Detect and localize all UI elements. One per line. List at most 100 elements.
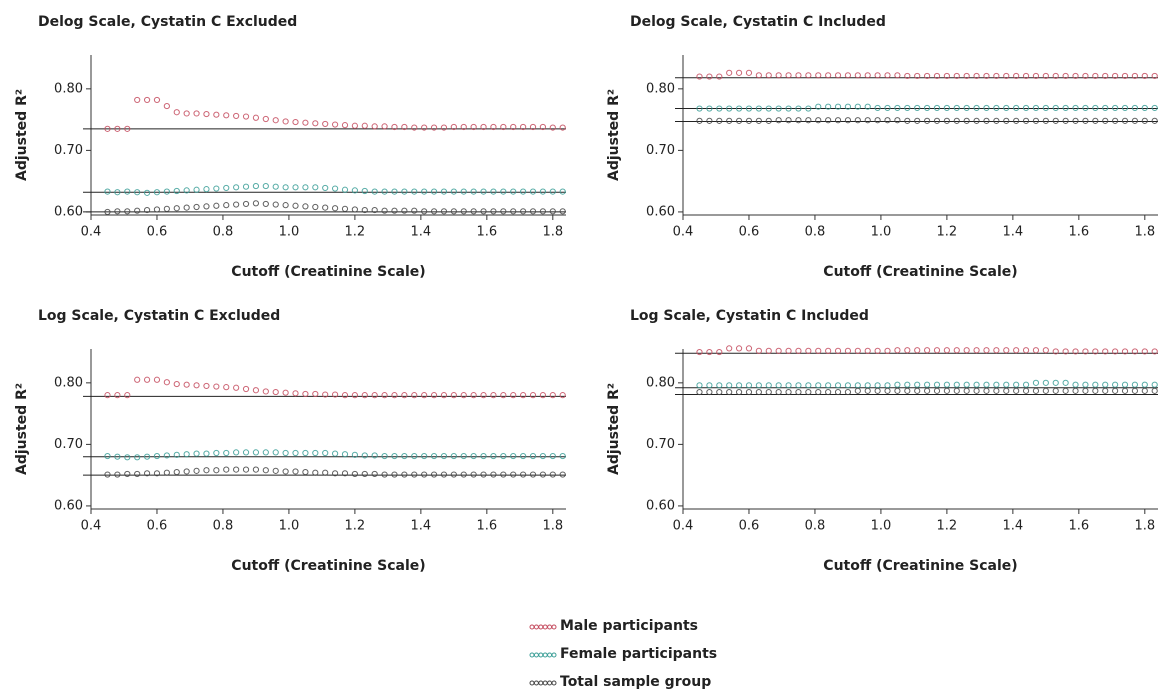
data-point (322, 204, 329, 211)
data-point (1082, 348, 1089, 355)
data-point (844, 388, 852, 396)
data-point (864, 387, 871, 394)
data-point (163, 379, 170, 386)
data-point (450, 392, 457, 399)
y-axis-label: Adjusted R² (606, 383, 622, 475)
data-point (1121, 104, 1129, 112)
data-point (854, 382, 861, 389)
data-point (114, 189, 121, 196)
data-point (302, 390, 309, 398)
data-point (430, 452, 438, 460)
data-point (539, 123, 547, 131)
data-point (745, 382, 753, 389)
data-point (183, 187, 190, 194)
x-tick-label: 1.2 (345, 225, 366, 240)
data-point (143, 96, 151, 104)
data-point (480, 123, 487, 131)
data-point (233, 449, 240, 456)
data-point (1151, 117, 1158, 124)
data-point (104, 392, 111, 399)
data-point (233, 384, 240, 391)
data-point (765, 347, 772, 354)
data-point (282, 389, 289, 396)
data-point (1052, 72, 1059, 80)
data-point (1131, 72, 1139, 80)
data-point (430, 471, 438, 478)
y-tick-label: 0.60 (54, 204, 83, 219)
data-point (735, 382, 743, 389)
data-point (706, 382, 713, 389)
data-point (923, 104, 931, 112)
data-point (134, 207, 141, 214)
x-tick-label: 0.8 (805, 225, 826, 240)
data-point (480, 392, 487, 399)
data-point (963, 72, 970, 80)
data-point (559, 124, 566, 131)
x-tick-label: 0.4 (673, 225, 694, 240)
data-point (726, 388, 733, 396)
data-point (361, 122, 368, 129)
data-point (815, 117, 822, 124)
data-point (252, 114, 260, 121)
x-tick-label: 1.6 (476, 225, 497, 240)
data-point (490, 392, 497, 399)
data-point (233, 184, 240, 191)
data-point (539, 392, 547, 399)
data-point (1013, 381, 1020, 388)
data-point (183, 451, 190, 458)
x-tick-label: 1.2 (937, 519, 958, 534)
data-point (933, 387, 941, 394)
data-point (696, 117, 703, 124)
data-point (183, 204, 190, 211)
data-point (312, 469, 319, 476)
data-point (391, 207, 398, 214)
data-point (1032, 104, 1040, 112)
data-point (460, 471, 467, 478)
data-point (963, 347, 970, 354)
data-point (242, 466, 250, 473)
data-point (183, 110, 190, 117)
data-point (1112, 381, 1119, 388)
data-point (1062, 348, 1069, 355)
data-point (854, 347, 861, 354)
data-point (1042, 387, 1049, 394)
x-tick-label: 1.4 (1003, 519, 1024, 534)
data-point (183, 468, 190, 475)
data-point (884, 117, 891, 124)
data-point (163, 452, 170, 459)
data-point (411, 188, 418, 195)
data-point (262, 449, 269, 456)
data-point (815, 103, 822, 110)
y-axis-label: Adjusted R² (14, 89, 30, 181)
data-point (745, 345, 753, 352)
data-point (312, 449, 319, 457)
data-point (302, 119, 309, 126)
data-point (233, 112, 240, 120)
data-point (213, 383, 220, 390)
x-tick-label: 1.2 (345, 519, 366, 534)
data-point (706, 73, 713, 80)
data-point (381, 471, 388, 478)
data-point (775, 72, 782, 79)
data-point (765, 382, 772, 389)
data-point (153, 189, 161, 196)
data-point (351, 392, 358, 399)
data-point (391, 452, 398, 460)
data-point (1072, 72, 1079, 80)
data-point (104, 188, 111, 195)
data-point (322, 469, 329, 476)
data-point (193, 382, 200, 389)
data-point (933, 104, 941, 112)
data-point (1102, 104, 1109, 112)
data-point (549, 471, 556, 478)
data-point (510, 392, 517, 399)
x-tick-label: 0.4 (81, 519, 102, 534)
data-point (351, 187, 358, 194)
data-point (785, 347, 792, 354)
x-tick-label: 0.8 (213, 519, 234, 534)
data-point (726, 382, 733, 389)
data-point (520, 123, 527, 131)
data-point (1013, 347, 1020, 354)
data-point (272, 183, 279, 190)
legend-swatch (533, 680, 539, 686)
